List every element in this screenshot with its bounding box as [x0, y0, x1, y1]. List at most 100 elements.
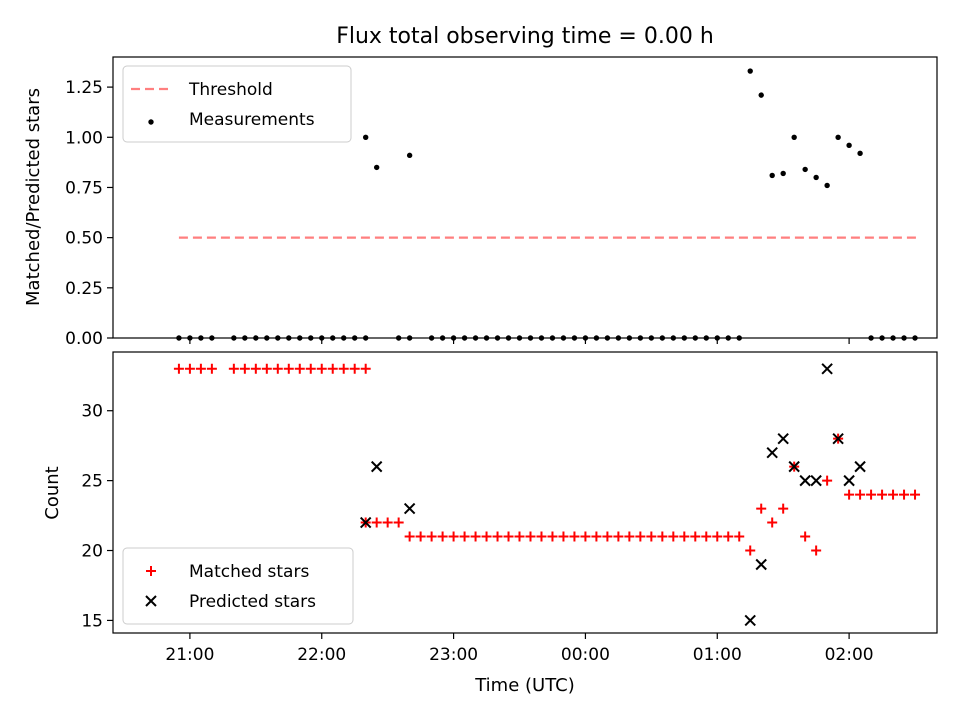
matched-stars-point	[305, 363, 316, 374]
matched-stars-point	[525, 531, 536, 542]
bottom-panel-y-axis-label: Count	[42, 466, 63, 519]
matched-stars-point	[294, 363, 305, 374]
matched-stars-point	[701, 531, 712, 542]
matched-stars-point	[426, 531, 437, 542]
matched-stars-point	[338, 363, 349, 374]
legend-box	[122, 65, 352, 143]
matched-stars-point	[646, 531, 657, 542]
chart-title: Flux total observing time = 0.00 h	[336, 24, 714, 49]
matched-stars-point	[503, 531, 514, 542]
predicted-stars-point	[843, 474, 855, 487]
matched-stars-point	[734, 531, 745, 542]
matched-stars-point	[272, 363, 283, 374]
x-tick-label: 02:00	[825, 645, 874, 665]
predicted-stars-point	[766, 446, 778, 459]
matched-stars-point	[558, 531, 569, 542]
matched-stars-point	[723, 531, 734, 542]
matched-stars-point	[778, 503, 789, 514]
predicted-stars-point	[821, 363, 833, 375]
matched-stars-point	[811, 545, 822, 556]
y-tick-label: 0.25	[65, 279, 103, 299]
y-tick-label: 0.75	[65, 178, 103, 198]
measurement-point	[747, 68, 753, 74]
predicted-stars-point	[777, 432, 789, 445]
top-panel-frame	[112, 56, 938, 339]
matched-stars-point	[371, 517, 382, 528]
predicted-stars-point	[832, 432, 844, 445]
matched-stars-point	[327, 363, 338, 374]
measurement-point	[780, 170, 786, 177]
matched-stars-point	[239, 363, 250, 374]
matched-stars-point	[228, 363, 239, 374]
matched-stars-point	[690, 531, 701, 542]
y-tick-label: 1.25	[65, 78, 103, 98]
legend-label: Matched stars	[189, 562, 309, 582]
top-panel-y-ticks: 0.00 0.25 0.50 0.75 1.00 1.25	[65, 78, 113, 349]
bottom-panel-y-ticks: 15 20 25 30	[81, 402, 113, 631]
y-tick-label: 1.00	[65, 128, 103, 148]
x-tick-label: 01:00	[693, 645, 742, 665]
legend-label: Measurements	[189, 110, 315, 130]
matched-stars-point	[261, 363, 272, 374]
x-tick-label: 21:00	[165, 645, 214, 665]
matched-stars-point	[866, 489, 877, 500]
matched-stars-point	[756, 503, 767, 514]
x-axis-label: Time (UTC)	[474, 675, 575, 696]
matched-stars-point	[536, 531, 547, 542]
y-tick-label: 15	[81, 611, 103, 631]
y-tick-label: 0.50	[65, 229, 103, 249]
matched-stars-point	[712, 531, 723, 542]
top-panel-y-axis-label: Matched/Predicted stars	[23, 88, 44, 306]
matched-stars-point	[448, 531, 459, 542]
predicted-stars-point	[755, 558, 767, 571]
measurement-point	[373, 164, 380, 171]
matched-stars-point	[800, 531, 811, 542]
predicted-stars-point	[744, 614, 756, 627]
predicted-stars-point	[810, 474, 822, 487]
matched-stars-point	[679, 531, 690, 542]
y-tick-label: 20	[81, 542, 103, 562]
matched-stars-point	[569, 531, 580, 542]
matched-stars-point	[437, 531, 448, 542]
matched-stars-point	[283, 363, 294, 374]
matched-stars-point	[844, 489, 855, 500]
matched-stars-point	[580, 531, 591, 542]
predicted-stars-point	[788, 460, 800, 473]
matched-stars-point	[404, 531, 415, 542]
bottom-panel-x-ticks: 21:00 22:00 23:00 00:00 01:00 02:00	[165, 633, 874, 665]
measurement-point	[406, 152, 413, 159]
x-tick-label: 00:00	[561, 645, 610, 665]
measurement-point	[857, 150, 863, 157]
measurement-point	[813, 174, 819, 181]
matched-stars-point	[888, 489, 899, 500]
predicted-stars-point	[799, 474, 811, 487]
matched-stars-point	[206, 363, 217, 374]
matched-stars-point	[250, 363, 261, 374]
matched-stars-point	[173, 363, 184, 374]
legend-box	[122, 547, 354, 625]
matched-stars-point	[877, 489, 888, 500]
matched-stars-point	[855, 489, 866, 500]
bottom-panel-frame	[112, 351, 938, 634]
bottom-panel-legend: Matched stars Predicted stars	[122, 547, 354, 625]
matched-stars-point	[602, 531, 613, 542]
measurement-point	[835, 134, 841, 140]
matched-stars-point	[910, 489, 921, 500]
bottom-panel-marks	[173, 363, 921, 627]
measurement-point	[769, 172, 775, 179]
matched-stars-point	[668, 531, 679, 542]
matched-stars-point	[360, 363, 371, 374]
legend-matched-swatch	[146, 566, 156, 576]
matched-stars-point	[635, 531, 646, 542]
matched-stars-point	[382, 517, 393, 528]
matched-stars-point	[657, 531, 668, 542]
matched-stars-point	[899, 489, 910, 500]
legend-label: Predicted stars	[189, 592, 316, 612]
matched-stars-point	[492, 531, 503, 542]
matched-stars-point	[470, 531, 481, 542]
matched-stars-point	[613, 531, 624, 542]
y-tick-label: 25	[81, 472, 103, 492]
matched-stars-point	[393, 517, 404, 528]
matched-stars-point	[195, 363, 206, 374]
